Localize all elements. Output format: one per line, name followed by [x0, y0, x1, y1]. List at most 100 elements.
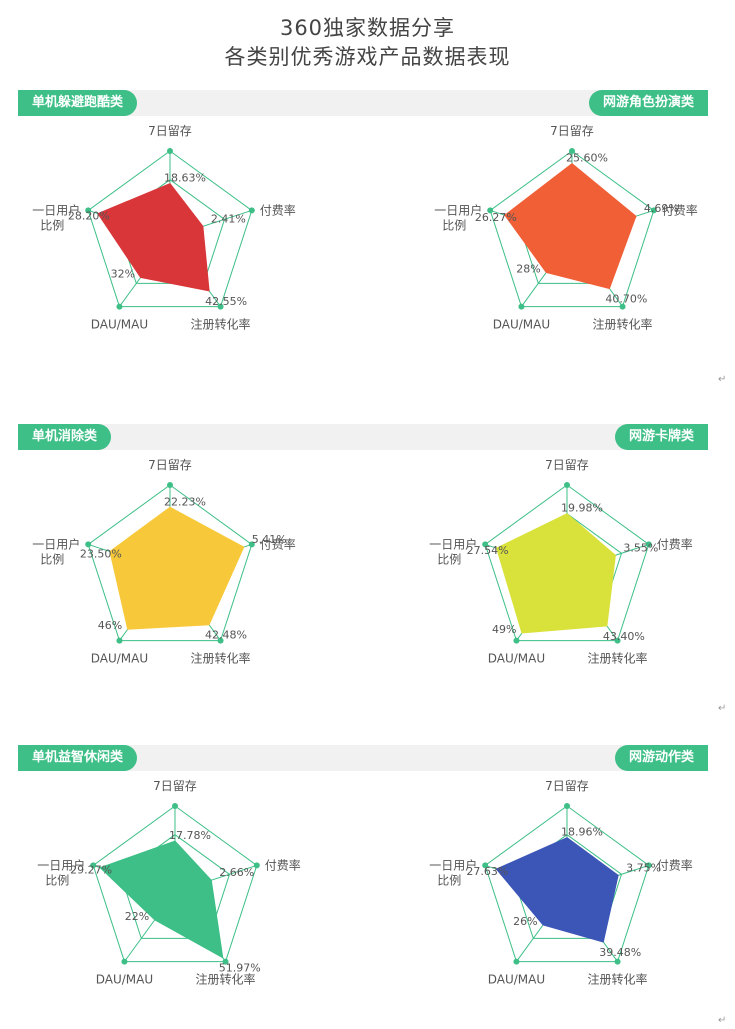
grid-ring-1 [87, 150, 253, 308]
axis-label-1: 7日留存 [148, 124, 192, 138]
axis-label-2: 付费率 [260, 536, 296, 551]
axis-label-2: 付费率 [662, 202, 698, 217]
spoke-end-dot-1 [167, 148, 173, 154]
spoke-end-dot-5 [90, 862, 97, 869]
value-label-5: 28.20% [68, 210, 110, 223]
value-label-5: 23.50% [80, 547, 122, 560]
spoke-end-dot-4 [518, 303, 525, 310]
axis-label-2: 付费率 [265, 857, 301, 872]
spoke-end-dot-2 [645, 862, 652, 869]
page-subtitle: 各类别优秀游戏产品数据表现 [224, 45, 511, 69]
return-mark-3: ↵ [718, 1015, 727, 1026]
data-area [504, 162, 637, 290]
value-label-1: 17.78% [169, 829, 211, 842]
category-tag-1: 单机躲避跑酷类 [18, 90, 138, 116]
grid-ring-1 [484, 484, 650, 642]
spoke-end-dot-5 [482, 541, 489, 548]
axis-label-1: 7日留存 [550, 124, 594, 138]
spoke-end-dot-5 [85, 541, 92, 548]
value-label-1: 19.98% [561, 502, 603, 515]
grid-ring-1 [484, 805, 650, 963]
axis-label-3: 注册转化率 [191, 317, 251, 332]
page-title: 360独家数据分享 [279, 16, 456, 40]
axis-label-5: 一日用户 [32, 536, 80, 551]
value-label-3: 51.97% [219, 962, 261, 975]
axis-label-5-line2: 比例 [437, 552, 461, 566]
spoke-end-dot-5 [85, 207, 92, 214]
value-label-2: 5.41% [252, 533, 287, 546]
axis-label-3: 注册转化率 [196, 972, 256, 987]
axis-label-5-line2: 比例 [45, 873, 69, 887]
axis-label-4: DAU/MAU [493, 318, 550, 332]
section-band-3: 单机益智休闲类 网游动作类 [18, 745, 708, 771]
spoke-end-dot-2 [650, 207, 657, 214]
section-band-2: 单机消除类 网游卡牌类 [18, 424, 708, 450]
axis-label-5: 一日用户 [429, 536, 477, 551]
spoke-end-dot-4 [116, 303, 123, 310]
axis-label-5-line2: 比例 [437, 873, 461, 887]
axis-label-3: 注册转化率 [191, 651, 251, 666]
data-area [99, 840, 224, 959]
axis-label-5-line2: 比例 [40, 552, 64, 566]
value-label-5: 26.27% [475, 211, 517, 224]
spoke-end-dot-3 [217, 637, 224, 644]
return-mark-2: ↵ [718, 703, 727, 714]
spoke-end-dot-5 [482, 862, 489, 869]
value-label-3: 39.48% [599, 946, 641, 959]
value-label-4: 28% [516, 262, 540, 275]
axis-label-3: 注册转化率 [588, 651, 648, 666]
spoke-end-dot-4 [121, 958, 128, 965]
spoke-end-dot-4 [116, 637, 123, 644]
data-area [97, 182, 210, 292]
spoke-end-dot-2 [253, 862, 260, 869]
grid-ring-1 [87, 484, 253, 642]
spoke-end-dot-3 [222, 958, 229, 965]
value-label-4: 26% [513, 915, 537, 928]
axis-label-4: DAU/MAU [96, 973, 153, 987]
value-label-5: 29.27% [70, 864, 112, 877]
value-label-5: 27.54% [467, 544, 509, 557]
return-mark-1: ↵ [718, 374, 727, 385]
category-tag-6: 网游动作类 [614, 745, 708, 771]
axis-label-5: 一日用户 [32, 202, 80, 217]
spoke-end-dot-2 [248, 541, 255, 548]
axis-label-5-line2: 比例 [40, 218, 64, 232]
axis-label-1: 7日留存 [545, 779, 589, 793]
value-label-5: 27.63% [466, 865, 508, 878]
value-label-3: 42.48% [205, 629, 247, 642]
data-area [109, 506, 245, 630]
category-tag-3: 单机消除类 [18, 424, 112, 450]
value-label-2: 3.55% [623, 541, 658, 554]
spoke-end-dot-1 [569, 148, 575, 154]
axis-label-3: 注册转化率 [593, 317, 653, 332]
spoke-end-dot-1 [564, 482, 570, 488]
value-label-1: 18.63% [164, 172, 206, 185]
axis-label-5: 一日用户 [434, 202, 482, 217]
spoke-end-dot-1 [564, 803, 570, 809]
axis-label-1: 7日留存 [153, 779, 197, 793]
value-label-1: 22.23% [164, 495, 206, 508]
axis-label-2: 付费率 [657, 857, 693, 872]
category-tag-5: 单机益智休闲类 [18, 745, 138, 771]
value-label-2: 3.75% [626, 861, 661, 874]
value-label-2: 4.69% [644, 202, 679, 215]
category-tag-2: 网游角色扮演类 [588, 90, 708, 116]
axis-label-5-line2: 比例 [442, 218, 466, 232]
category-tag-4: 网游卡牌类 [614, 424, 708, 450]
axis-label-4: DAU/MAU [488, 973, 545, 987]
axis-label-1: 7日留存 [148, 458, 192, 472]
axis-label-4: DAU/MAU [91, 318, 148, 332]
value-label-3: 42.55% [205, 295, 247, 308]
grid-ring-1 [489, 150, 655, 308]
value-label-3: 43.40% [603, 630, 645, 643]
value-label-2: 2.41% [211, 212, 246, 225]
axis-label-2: 付费率 [657, 536, 693, 551]
axis-label-5: 一日用户 [429, 857, 477, 872]
axis-label-1: 7日留存 [545, 458, 589, 472]
